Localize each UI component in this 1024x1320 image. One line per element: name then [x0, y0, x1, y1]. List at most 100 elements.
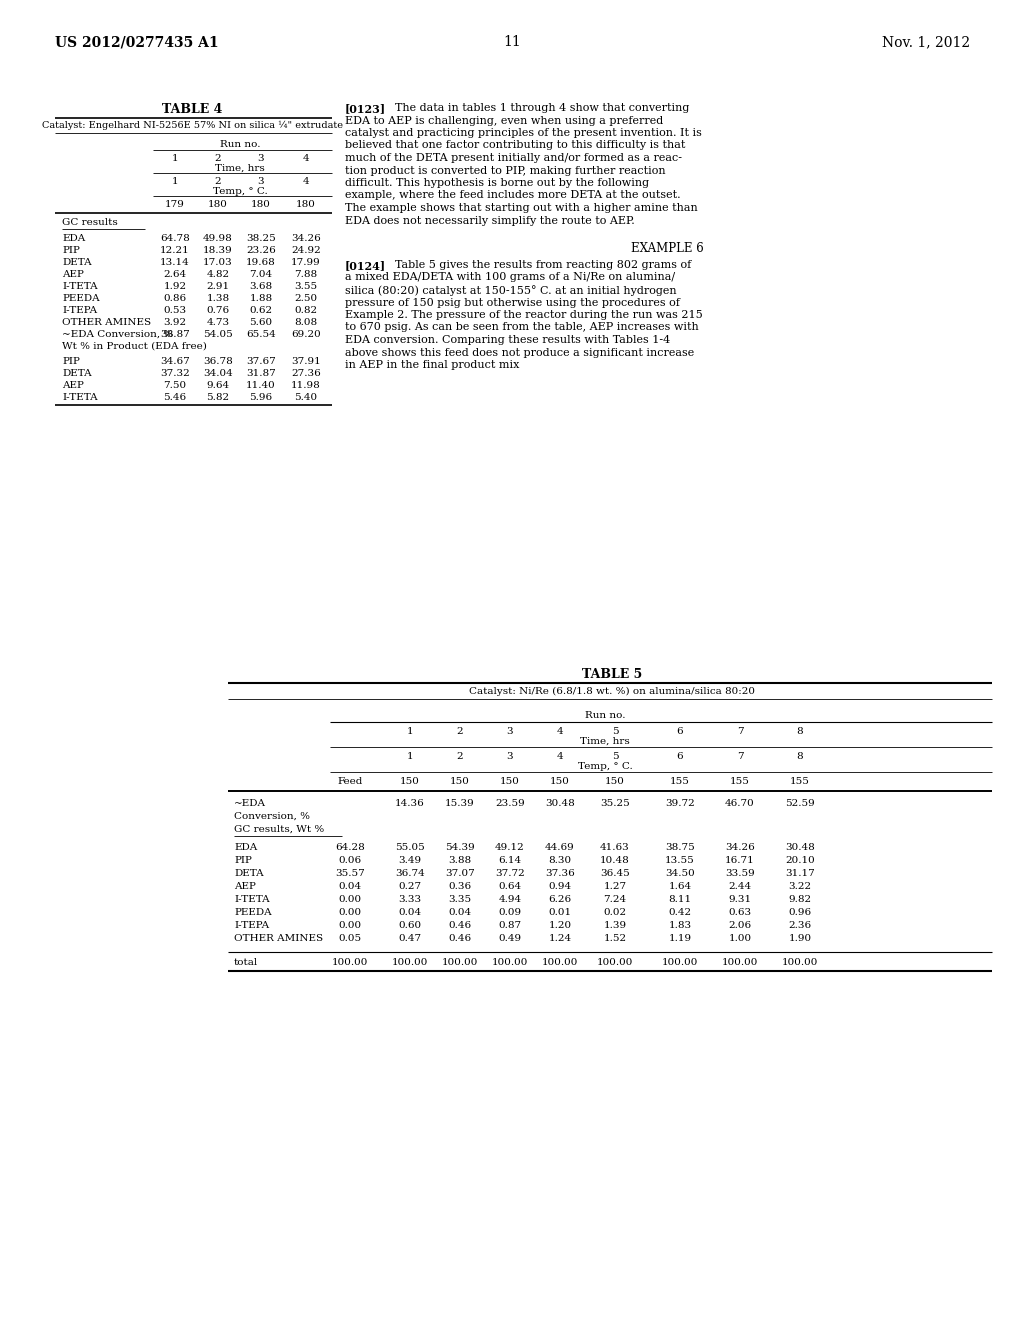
Text: 5.40: 5.40 [295, 393, 317, 403]
Text: 5.60: 5.60 [250, 318, 272, 327]
Text: ~EDA: ~EDA [234, 799, 266, 808]
Text: TABLE 4: TABLE 4 [162, 103, 222, 116]
Text: 65.54: 65.54 [246, 330, 275, 339]
Text: pressure of 150 psig but otherwise using the procedures of: pressure of 150 psig but otherwise using… [345, 297, 680, 308]
Text: 36.45: 36.45 [600, 869, 630, 878]
Text: DETA: DETA [234, 869, 263, 878]
Text: silica (80:20) catalyst at 150-155° C. at an initial hydrogen: silica (80:20) catalyst at 150-155° C. a… [345, 285, 677, 296]
Text: 6: 6 [677, 727, 683, 737]
Text: 8.08: 8.08 [295, 318, 317, 327]
Text: 5.82: 5.82 [207, 393, 229, 403]
Text: 0.46: 0.46 [449, 921, 472, 931]
Text: 38.75: 38.75 [666, 843, 695, 851]
Text: 64.28: 64.28 [335, 843, 365, 851]
Text: 7: 7 [736, 727, 743, 737]
Text: 36.74: 36.74 [395, 869, 425, 878]
Text: EDA conversion. Comparing these results with Tables 1-4: EDA conversion. Comparing these results … [345, 335, 671, 345]
Text: The example shows that starting out with a higher amine than: The example shows that starting out with… [345, 203, 697, 213]
Text: TABLE 5: TABLE 5 [582, 668, 642, 681]
Text: 34.26: 34.26 [291, 234, 321, 243]
Text: 6.14: 6.14 [499, 855, 521, 865]
Text: AEP: AEP [62, 381, 84, 389]
Text: 155: 155 [730, 777, 750, 785]
Text: 9.82: 9.82 [788, 895, 812, 904]
Text: 1.39: 1.39 [603, 921, 627, 931]
Text: 8.30: 8.30 [549, 855, 571, 865]
Text: Time, hrs: Time, hrs [581, 737, 630, 746]
Text: 179: 179 [165, 201, 185, 209]
Text: 1.27: 1.27 [603, 882, 627, 891]
Text: 1.52: 1.52 [603, 935, 627, 942]
Text: difficult. This hypothesis is borne out by the following: difficult. This hypothesis is borne out … [345, 178, 649, 187]
Text: 38.25: 38.25 [246, 234, 275, 243]
Text: Run no.: Run no. [220, 140, 260, 149]
Text: 3.68: 3.68 [250, 282, 272, 290]
Text: 0.53: 0.53 [164, 306, 186, 315]
Text: 69.20: 69.20 [291, 330, 321, 339]
Text: PEEDA: PEEDA [234, 908, 271, 917]
Text: EDA does not necessarily simplify the route to AEP.: EDA does not necessarily simplify the ro… [345, 215, 635, 226]
Text: 2: 2 [215, 154, 221, 162]
Text: 0.94: 0.94 [549, 882, 571, 891]
Text: 30.48: 30.48 [545, 799, 574, 808]
Text: 3: 3 [258, 154, 264, 162]
Text: DETA: DETA [62, 257, 91, 267]
Text: 0.00: 0.00 [339, 895, 361, 904]
Text: 13.14: 13.14 [160, 257, 189, 267]
Text: 9.64: 9.64 [207, 381, 229, 389]
Text: 11: 11 [503, 36, 521, 49]
Text: 18.39: 18.39 [203, 246, 232, 255]
Text: 3.88: 3.88 [449, 855, 472, 865]
Text: 7.50: 7.50 [164, 381, 186, 389]
Text: DETA: DETA [62, 370, 91, 378]
Text: Wt % in Product (EDA free): Wt % in Product (EDA free) [62, 342, 207, 351]
Text: 2.06: 2.06 [728, 921, 752, 931]
Text: 7.88: 7.88 [295, 271, 317, 279]
Text: 0.36: 0.36 [449, 882, 472, 891]
Text: 6.26: 6.26 [549, 895, 571, 904]
Text: OTHER AMINES: OTHER AMINES [62, 318, 152, 327]
Text: Run no.: Run no. [585, 711, 626, 719]
Text: above shows this feed does not produce a significant increase: above shows this feed does not produce a… [345, 347, 694, 358]
Text: 52.59: 52.59 [785, 799, 815, 808]
Text: 1.88: 1.88 [250, 294, 272, 304]
Text: PIP: PIP [62, 356, 80, 366]
Text: GC results: GC results [62, 218, 118, 227]
Text: 9.31: 9.31 [728, 895, 752, 904]
Text: PEEDA: PEEDA [62, 294, 99, 304]
Text: 0.46: 0.46 [449, 935, 472, 942]
Text: 0.05: 0.05 [339, 935, 361, 942]
Text: Feed: Feed [337, 777, 362, 785]
Text: 7.04: 7.04 [250, 271, 272, 279]
Text: PIP: PIP [234, 855, 252, 865]
Text: [0124]: [0124] [345, 260, 386, 271]
Text: 2: 2 [457, 752, 463, 762]
Text: 100.00: 100.00 [332, 958, 369, 968]
Text: 4.82: 4.82 [207, 271, 229, 279]
Text: 0.00: 0.00 [339, 908, 361, 917]
Text: 0.49: 0.49 [499, 935, 521, 942]
Text: 100.00: 100.00 [392, 958, 428, 968]
Text: Table 5 gives the results from reacting 802 grams of: Table 5 gives the results from reacting … [381, 260, 691, 271]
Text: I-TETA: I-TETA [62, 393, 97, 403]
Text: EXAMPLE 6: EXAMPLE 6 [631, 242, 703, 255]
Text: Temp, ° C.: Temp, ° C. [213, 187, 267, 195]
Text: 4: 4 [557, 727, 563, 737]
Text: 13.55: 13.55 [666, 855, 695, 865]
Text: Nov. 1, 2012: Nov. 1, 2012 [882, 36, 970, 49]
Text: Time, hrs: Time, hrs [215, 164, 265, 173]
Text: to 670 psig. As can be seen from the table, AEP increases with: to 670 psig. As can be seen from the tab… [345, 322, 698, 333]
Text: EDA to AEP is challenging, even when using a preferred: EDA to AEP is challenging, even when usi… [345, 116, 664, 125]
Text: 0.64: 0.64 [499, 882, 521, 891]
Text: 3: 3 [507, 727, 513, 737]
Text: 6: 6 [677, 752, 683, 762]
Text: 0.86: 0.86 [164, 294, 186, 304]
Text: 35.57: 35.57 [335, 869, 365, 878]
Text: in AEP in the final product mix: in AEP in the final product mix [345, 360, 519, 370]
Text: 2.50: 2.50 [295, 294, 317, 304]
Text: 23.26: 23.26 [246, 246, 275, 255]
Text: 37.32: 37.32 [160, 370, 189, 378]
Text: 34.50: 34.50 [666, 869, 695, 878]
Text: 1: 1 [172, 177, 178, 186]
Text: 0.42: 0.42 [669, 908, 691, 917]
